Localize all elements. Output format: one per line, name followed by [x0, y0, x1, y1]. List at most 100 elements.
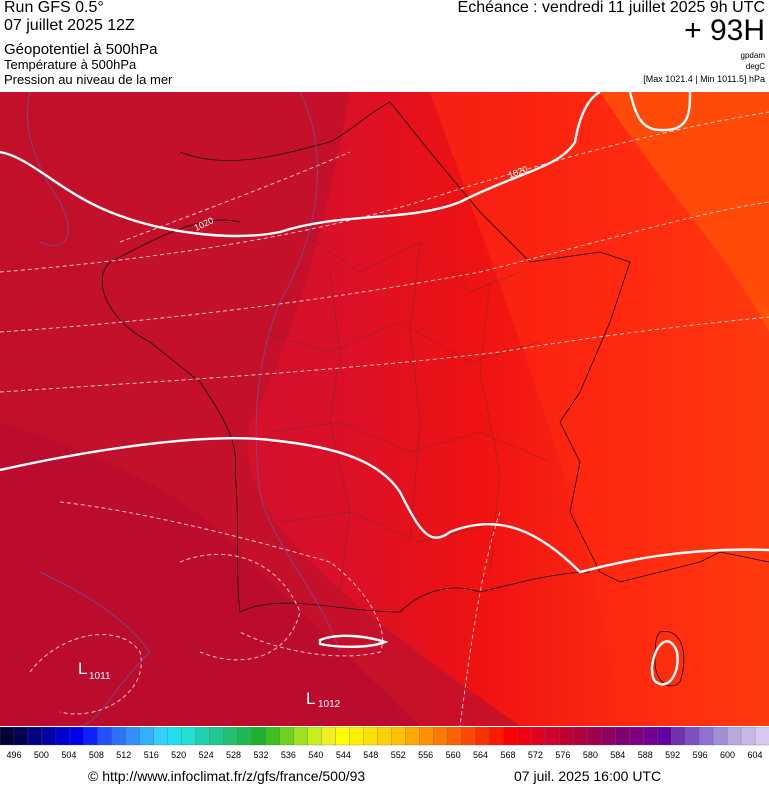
map: [0, 92, 769, 726]
colorbar-swatch: [405, 727, 420, 746]
colorbar-swatch: [27, 727, 43, 746]
colorbar-swatch: [447, 727, 462, 746]
colorbar-swatch: [573, 727, 588, 746]
colorbar-label: 580: [583, 750, 598, 760]
colorbar-label: 572: [528, 750, 543, 760]
colorbar-swatch: [461, 727, 476, 746]
temperature-zone: [600, 92, 769, 312]
colorbar-label: 532: [253, 750, 268, 760]
colorbar-swatch: [111, 727, 127, 746]
colorbar-label: 596: [693, 750, 708, 760]
colorbar-swatch: [321, 727, 337, 746]
colorbar-swatch: [69, 727, 85, 746]
field-title: Géopotentiel à 500hPa: [4, 41, 158, 58]
temperature-zone: [430, 92, 769, 726]
colorbar-swatch: [531, 727, 546, 746]
colorbar-swatch: [97, 727, 113, 746]
colorbar-swatch: [489, 727, 504, 746]
colorbar-swatch: [251, 727, 267, 746]
colorbar-swatch: [726, 727, 742, 746]
unit-label: gpdam: [740, 51, 765, 60]
colorbar-swatch: [615, 727, 630, 746]
colorbar-label: 576: [555, 750, 570, 760]
colorbar-swatch: [237, 727, 253, 746]
colorbar-swatch: [0, 727, 15, 746]
colorbar-label: 552: [391, 750, 406, 760]
low-letter: L: [306, 689, 316, 708]
colorbar-label: 516: [144, 750, 159, 760]
colorbar-label: 528: [226, 750, 241, 760]
colorbar-swatch: [307, 727, 323, 746]
colorbar-label: 584: [610, 750, 625, 760]
colorbar-label: 556: [418, 750, 433, 760]
colorbar-label: 504: [61, 750, 76, 760]
field-subtitle: Température à 500hPa: [4, 57, 137, 72]
colorbar-label: 520: [171, 750, 186, 760]
timestamp: 07 juil. 2025 16:00 UTC: [514, 768, 662, 784]
colorbar-swatch: [223, 727, 239, 746]
colorbar-swatch: [167, 727, 183, 746]
colorbar-swatch: [475, 727, 490, 746]
colorbar-label: 604: [747, 750, 762, 760]
colorbar-swatch: [209, 727, 225, 746]
low-value: 1012: [318, 699, 341, 710]
borders: [259, 231, 551, 593]
colorbar-label: 512: [116, 750, 131, 760]
colorbar-swatch: [656, 727, 672, 746]
colorbar-swatch: [629, 727, 644, 746]
colorbar-swatch: [265, 727, 281, 746]
colorbar-label: 544: [336, 750, 351, 760]
colorbar-swatch: [13, 727, 29, 746]
colorbar-label: 600: [720, 750, 735, 760]
colorbar-swatch: [517, 727, 532, 746]
colorbar-swatch: [545, 727, 560, 746]
colorbar-label: 564: [473, 750, 488, 760]
colorbar-label: 588: [638, 750, 653, 760]
colorbar-swatch: [41, 727, 57, 746]
colorbar-swatch: [55, 727, 71, 746]
colorbar-swatch: [433, 727, 448, 746]
colorbar-swatch: [643, 727, 658, 746]
colorbar-swatch: [559, 727, 574, 746]
colorbar-swatch: [83, 727, 99, 746]
colorbar-label: 560: [446, 750, 461, 760]
pressure-range: [Max 1021.4 | Min 1011.5] hPa: [643, 74, 765, 84]
colorbar-swatch: [712, 727, 728, 746]
colorbar-swatch: [670, 727, 686, 746]
colorbar-label: 536: [281, 750, 296, 760]
colorbar-swatch: [377, 727, 392, 746]
temperature-contours: [0, 111, 769, 726]
colorbar-swatch: [293, 727, 309, 746]
colorbar-swatch: [125, 727, 141, 746]
colorbar-swatch: [684, 727, 700, 746]
colorbar-label: 508: [89, 750, 104, 760]
colorbar-swatch: [139, 727, 155, 746]
colorbar-swatch: [195, 727, 211, 746]
colorbar-swatch: [587, 727, 602, 746]
colorbar-label: 524: [199, 750, 214, 760]
run-label: Run GFS 0.5°: [4, 0, 104, 16]
field-subtitle: Pression au niveau de la mer: [4, 72, 173, 87]
colorbar-label: 568: [500, 750, 515, 760]
colorbar-swatch: [754, 727, 769, 746]
temperature-zone: [0, 422, 420, 726]
colorbar-swatch: [698, 727, 714, 746]
unit-label: degC: [745, 62, 765, 71]
forecast-time: Echéance : vendredi 11 juillet 2025 9h U…: [457, 0, 765, 16]
colorbar-swatch: [279, 727, 295, 746]
lead-time: + 93H: [684, 14, 765, 47]
low-value: 1011: [89, 671, 111, 682]
source-url: © http://www.infoclimat.fr/z/gfs/france/…: [88, 768, 366, 784]
colorbar-swatch: [335, 727, 350, 746]
colorbar-swatch: [391, 727, 406, 746]
colorbar-label: 592: [665, 750, 680, 760]
colorbar-swatch: [601, 727, 616, 746]
colorbar-swatch: [503, 727, 518, 746]
run-date: 07 juillet 2025 12Z: [4, 17, 135, 34]
isobars: [0, 92, 769, 686]
colorbar-swatch: [419, 727, 434, 746]
geopotential-contours: [26, 92, 341, 726]
colorbar-swatch: [181, 727, 197, 746]
colorbar-label: 496: [6, 750, 21, 760]
